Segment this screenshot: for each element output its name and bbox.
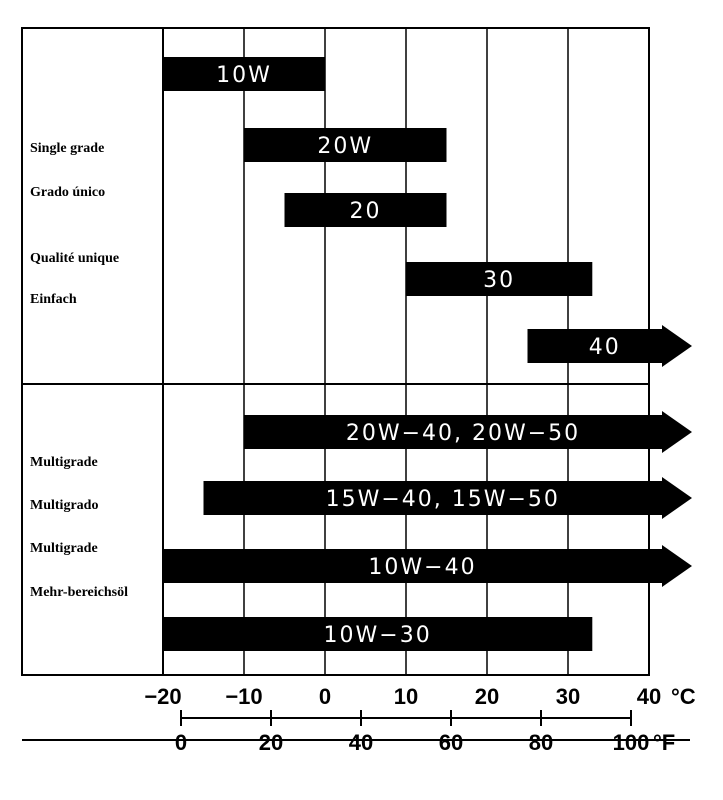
viscosity-bars: 10W 20W 20 30 40 20W−40, 20W−50 15W−40, 15W−50… <box>163 57 692 651</box>
label-multigrade-en: Multigrade <box>30 455 98 470</box>
fahrenheit-tick-label: 0 <box>175 730 187 755</box>
bar-label: 10W <box>216 63 272 88</box>
temperature-axis: −20 −10 0 10 20 30 40 °C 0 20 40 60 80 100 °F <box>144 684 695 755</box>
bar-arrow <box>244 411 692 453</box>
viscosity-bar: 20W <box>244 128 447 162</box>
label-single-grade: Single grade <box>30 141 104 156</box>
bar-rect <box>406 262 593 296</box>
viscosity-bar: 20 <box>284 193 447 227</box>
fahrenheit-tick-label: 100 <box>613 730 650 755</box>
viscosity-bar: 10W−40 <box>163 545 692 587</box>
label-einfach: Einfach <box>30 292 77 307</box>
bar-label: 20 <box>350 199 382 224</box>
fahrenheit-tick-label: 80 <box>529 730 553 755</box>
bar-label: 30 <box>483 268 515 293</box>
label-grado-unico: Grado único <box>30 185 105 200</box>
viscosity-bar: 30 <box>406 262 593 296</box>
bar-rect <box>163 617 593 651</box>
fahrenheit-unit: °F <box>653 730 675 755</box>
bar-arrow <box>163 545 692 587</box>
celsius-tick-label: 40 <box>637 684 661 709</box>
bar-arrow <box>527 325 692 367</box>
viscosity-bar: 10W−30 <box>163 617 593 651</box>
bar-label: 15W−40, 15W−50 <box>326 487 560 512</box>
celsius-tick-label: 0 <box>319 684 331 709</box>
celsius-tick-label: 10 <box>394 684 418 709</box>
bar-label: 10W−30 <box>324 623 432 648</box>
bar-label: 20W−40, 20W−50 <box>346 421 580 446</box>
celsius-tick-label: −10 <box>225 684 262 709</box>
bar-label: 20W <box>317 134 373 159</box>
fahrenheit-tick-label: 40 <box>349 730 373 755</box>
label-multigrade-fr: Multigrade <box>30 541 98 556</box>
viscosity-bar: 40 <box>527 325 692 367</box>
bar-arrow <box>203 477 692 519</box>
label-mehrbereichsol: Mehr-bereichsöl <box>30 585 128 600</box>
bar-rect <box>244 128 447 162</box>
viscosity-bar: 10W <box>163 57 325 91</box>
bar-rect <box>163 57 325 91</box>
grade-labels: Single grade Grado único Qualité unique … <box>30 141 128 600</box>
fahrenheit-tick-label: 60 <box>439 730 463 755</box>
viscosity-bar: 20W−40, 20W−50 <box>244 411 692 453</box>
bar-rect <box>284 193 447 227</box>
celsius-tick-label: 30 <box>556 684 580 709</box>
label-qualite-unique: Qualité unique <box>30 251 119 266</box>
celsius-unit: °C <box>671 684 696 709</box>
celsius-tick-label: −20 <box>144 684 181 709</box>
bar-label: 10W−40 <box>368 555 476 580</box>
fahrenheit-tick-label: 20 <box>259 730 283 755</box>
viscosity-bar: 15W−40, 15W−50 <box>203 477 692 519</box>
label-multigrado: Multigrado <box>30 498 98 513</box>
bar-label: 40 <box>589 335 621 360</box>
celsius-tick-label: 20 <box>475 684 499 709</box>
